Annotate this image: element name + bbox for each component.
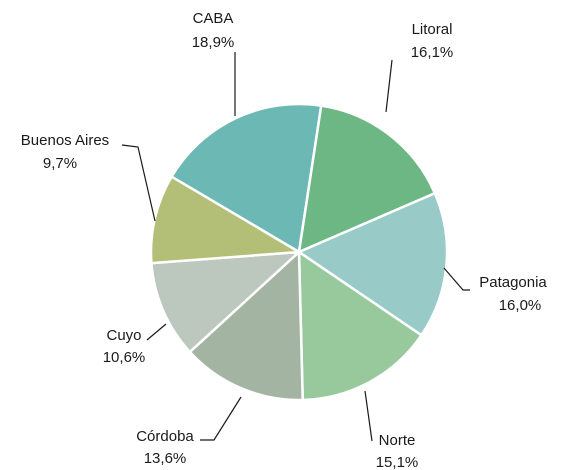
slice-label: Cuyo [106, 327, 141, 344]
slice-value-label: 9,7% [43, 155, 77, 172]
slice-value-label: 15,1% [376, 454, 419, 470]
leader-line [385, 59, 393, 113]
pie-slice [169, 102, 323, 255]
pie-slice [296, 191, 449, 337]
slice-value-label: 18,9% [192, 34, 235, 51]
slice-value-label: 13,6% [144, 450, 187, 467]
leader-line [121, 144, 156, 222]
pie-slice [150, 250, 303, 354]
slice-value-label: 16,0% [499, 297, 542, 314]
leader-line [146, 323, 167, 341]
slice-value-label: 16,1% [411, 44, 454, 61]
leader-line [364, 390, 373, 442]
slice-label: Litoral [412, 21, 453, 38]
slice-label: Norte [379, 432, 416, 449]
pie-slice [297, 249, 424, 402]
leader-line [443, 267, 470, 291]
slice-label: Patagonia [479, 274, 547, 291]
slice-value-label: 10,6% [103, 349, 146, 366]
slice-label: Córdoba [136, 428, 194, 445]
slice-label: Buenos Aires [21, 132, 109, 149]
pie-slice [188, 249, 305, 402]
slice-label: CABA [193, 10, 234, 27]
pie-slice [297, 104, 437, 255]
leader-line [200, 396, 242, 441]
